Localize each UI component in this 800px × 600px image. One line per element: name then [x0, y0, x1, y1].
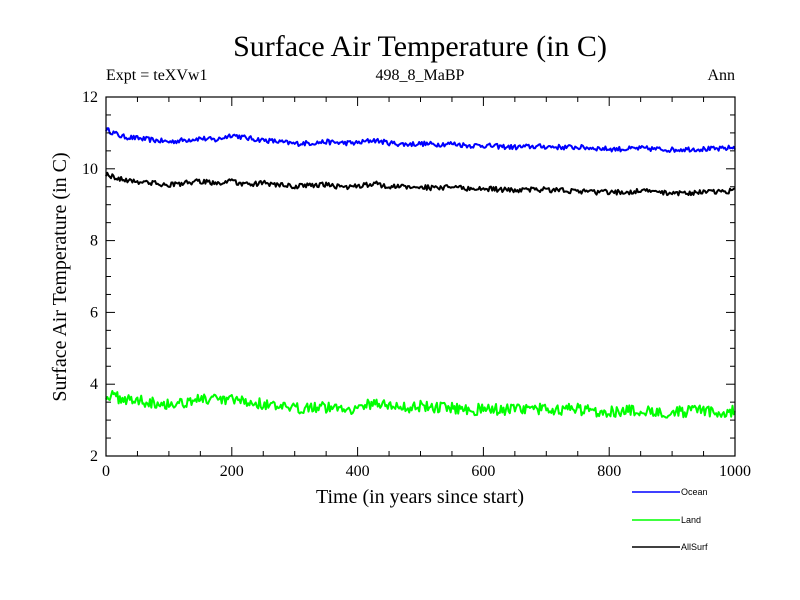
y-axis-label: Surface Air Temperature (in C)	[49, 152, 71, 401]
x-tick-label: 1000	[719, 463, 751, 480]
x-axis-label: Time (in years since start)	[316, 486, 524, 508]
subtitle-left: Expt = teXVw1	[106, 67, 207, 84]
x-axis: 0 200 400 600 800 1000	[102, 97, 751, 480]
series-line-ocean	[105, 127, 736, 153]
legend-label-land: Land	[681, 515, 701, 525]
y-axis: 2 4 6 8 10 12	[82, 89, 735, 465]
x-tick-label: 400	[346, 463, 370, 480]
x-tick-label: 200	[220, 463, 244, 480]
x-tick-label: 800	[597, 463, 621, 480]
chart-title: Surface Air Temperature (in C)	[233, 30, 607, 63]
series-line-land	[105, 390, 736, 419]
series-line-allsurf	[105, 171, 736, 197]
y-tick-label: 4	[90, 376, 98, 393]
x-tick-label: 600	[471, 463, 495, 480]
legend-label-allsurf: AllSurf	[681, 542, 708, 552]
y-tick-label: 10	[82, 161, 98, 178]
series-layer	[105, 127, 736, 419]
subtitle-right: Ann	[707, 67, 735, 84]
legend: Ocean Land AllSurf	[632, 487, 708, 552]
subtitle-center: 498_8_MaBP	[376, 67, 465, 84]
y-tick-label: 8	[90, 233, 98, 250]
y-tick-label: 6	[90, 304, 98, 321]
y-tick-label: 12	[82, 89, 98, 106]
y-tick-label: 2	[90, 448, 98, 465]
legend-label-ocean: Ocean	[681, 487, 708, 497]
x-tick-label: 0	[102, 463, 110, 480]
